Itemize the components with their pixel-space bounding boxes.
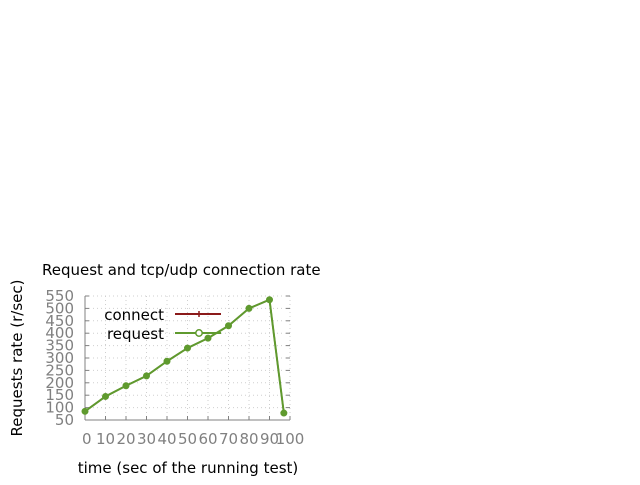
x-tick-label: 60 xyxy=(198,430,217,448)
y-tick-label: 350 xyxy=(45,337,74,355)
y-tick-label: 250 xyxy=(45,361,74,379)
y-tick-label: 400 xyxy=(45,324,74,342)
data-point-request xyxy=(143,372,150,380)
data-point-request xyxy=(245,304,253,312)
x-tick-label: 50 xyxy=(178,430,197,448)
x-tick-label: 30 xyxy=(137,430,156,448)
y-tick-label: 550 xyxy=(45,287,74,305)
y-tick-label: 300 xyxy=(45,349,74,367)
data-point-request xyxy=(225,322,232,330)
data-point-request xyxy=(280,409,288,417)
y-tick-label: 150 xyxy=(45,386,74,404)
y-tick-label: 50 xyxy=(55,411,74,429)
y-axis-title: Requests rate (r/sec) xyxy=(8,280,26,437)
x-tick-label: 100 xyxy=(276,430,305,448)
x-tick-label: 70 xyxy=(219,430,238,448)
data-point-request xyxy=(266,296,273,304)
y-tick-label: 500 xyxy=(45,299,74,317)
x-tick-label: 40 xyxy=(157,430,176,448)
legend: connect request xyxy=(104,306,221,343)
y-tick-label: 200 xyxy=(45,374,74,392)
x-tick-label: 90 xyxy=(260,430,279,448)
legend-marker-request xyxy=(195,329,203,337)
data-point-request xyxy=(81,407,89,415)
legend-label-connect: connect xyxy=(104,306,164,324)
chart-title: Request and tcp/udp connection rate xyxy=(42,261,321,279)
x-tick-label: 10 xyxy=(96,430,115,448)
data-point-request xyxy=(184,344,191,352)
x-tick-label: 80 xyxy=(239,430,258,448)
data-point-request xyxy=(122,382,130,390)
data-point-request xyxy=(102,392,109,400)
legend-marker-connect xyxy=(196,311,202,317)
plot-frame xyxy=(84,295,291,421)
series-layer xyxy=(81,296,288,417)
y-tick-label: 100 xyxy=(45,399,74,417)
x-tick-label: 0 xyxy=(82,430,92,448)
y-tick-label: 450 xyxy=(45,312,74,330)
data-point-request xyxy=(163,357,171,365)
data-point-request xyxy=(204,334,212,342)
x-tick-label: 20 xyxy=(116,430,135,448)
x-axis-title: time (sec of the running test) xyxy=(78,459,299,477)
legend-label-request: request xyxy=(107,325,164,343)
